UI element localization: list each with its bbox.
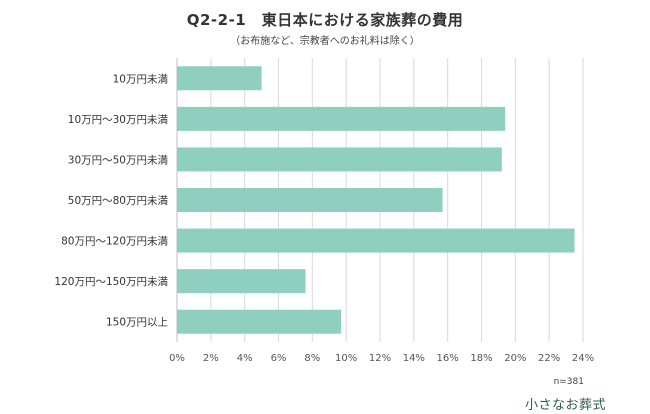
x-tick-label: 20% (504, 353, 526, 364)
x-tick-label: 16% (437, 353, 459, 364)
bar (177, 66, 262, 91)
x-tick-label: 18% (470, 353, 492, 364)
chart-title: Q2-2-1 東日本における家族葬の費用 (186, 11, 464, 29)
bar (177, 147, 502, 172)
category-label: 10万円～30万円未満 (68, 114, 169, 126)
x-tick-label: 6% (271, 353, 287, 364)
bar (177, 269, 306, 294)
category-label: 120万円～150万円未満 (54, 276, 168, 288)
bar (177, 106, 506, 131)
x-tick-label: 22% (538, 353, 560, 364)
bar (177, 309, 342, 334)
category-label: 150万円以上 (106, 317, 168, 329)
x-tick-label: 10% (335, 353, 357, 364)
x-tick-label: 12% (369, 353, 391, 364)
x-tick-label: 24% (572, 353, 594, 364)
category-label: 50万円～80万円未満 (68, 195, 169, 207)
x-tick-label: 8% (304, 353, 320, 364)
category-label: 80万円～120万円未満 (61, 236, 168, 248)
category-label: 10万円未満 (113, 73, 169, 85)
category-label: 30万円～50万円未満 (68, 154, 169, 166)
brand-logo-text: 小さなお葬式 (524, 398, 606, 413)
x-tick-label: 0% (169, 353, 185, 364)
x-tick-label: 14% (403, 353, 425, 364)
chart-subtitle: （お布施など、宗教者へのお礼料は除く） (230, 36, 420, 47)
sample-size-note: n=381 (553, 377, 584, 387)
bar (177, 228, 575, 253)
x-tick-label: 2% (203, 353, 219, 364)
x-tick-label: 4% (237, 353, 253, 364)
bar (177, 188, 443, 212)
